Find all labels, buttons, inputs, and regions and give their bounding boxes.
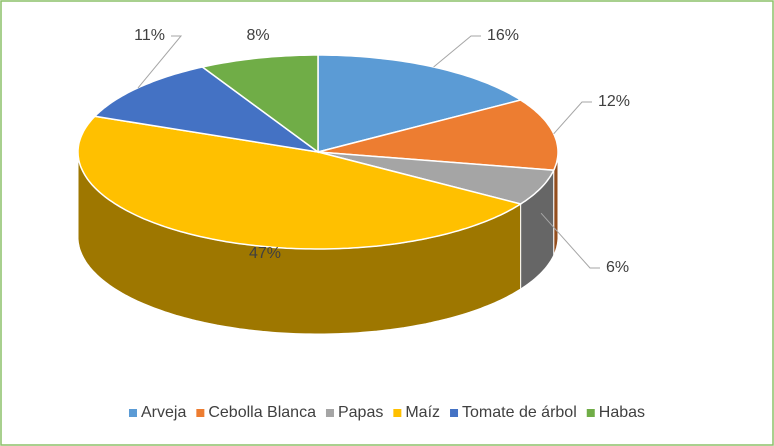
legend-swatch — [325, 409, 334, 417]
slice — [77, 115, 523, 250]
leader-line — [553, 101, 592, 135]
legend-swatch — [196, 409, 205, 417]
legend-label: Cebolla Blanca — [208, 404, 316, 421]
data-label: 11% — [134, 27, 165, 44]
data-label: 12% — [598, 93, 630, 110]
slice — [317, 151, 555, 205]
slice — [200, 54, 319, 154]
data-label: 6% — [606, 259, 629, 276]
legend-label: Papas — [338, 404, 383, 421]
data-label: 47% — [249, 245, 281, 262]
leader-line — [137, 35, 183, 89]
legend-swatch — [128, 409, 137, 417]
legend: Arveja Cebolla Blanca Papas Maíz Tomate de á… — [128, 404, 645, 421]
legend-label: Maíz — [405, 404, 440, 421]
legend-swatch — [450, 409, 459, 417]
legend-swatch — [586, 409, 595, 417]
legend-label: Tomate de árbol — [462, 404, 577, 421]
leader-line — [433, 35, 481, 68]
data-label: 16% — [487, 27, 519, 44]
legend-swatch — [393, 409, 402, 417]
data-label: 8% — [246, 27, 269, 44]
legend-label: Habas — [599, 404, 645, 421]
legend-label: Arveja — [141, 404, 186, 421]
leader-line — [540, 212, 600, 269]
